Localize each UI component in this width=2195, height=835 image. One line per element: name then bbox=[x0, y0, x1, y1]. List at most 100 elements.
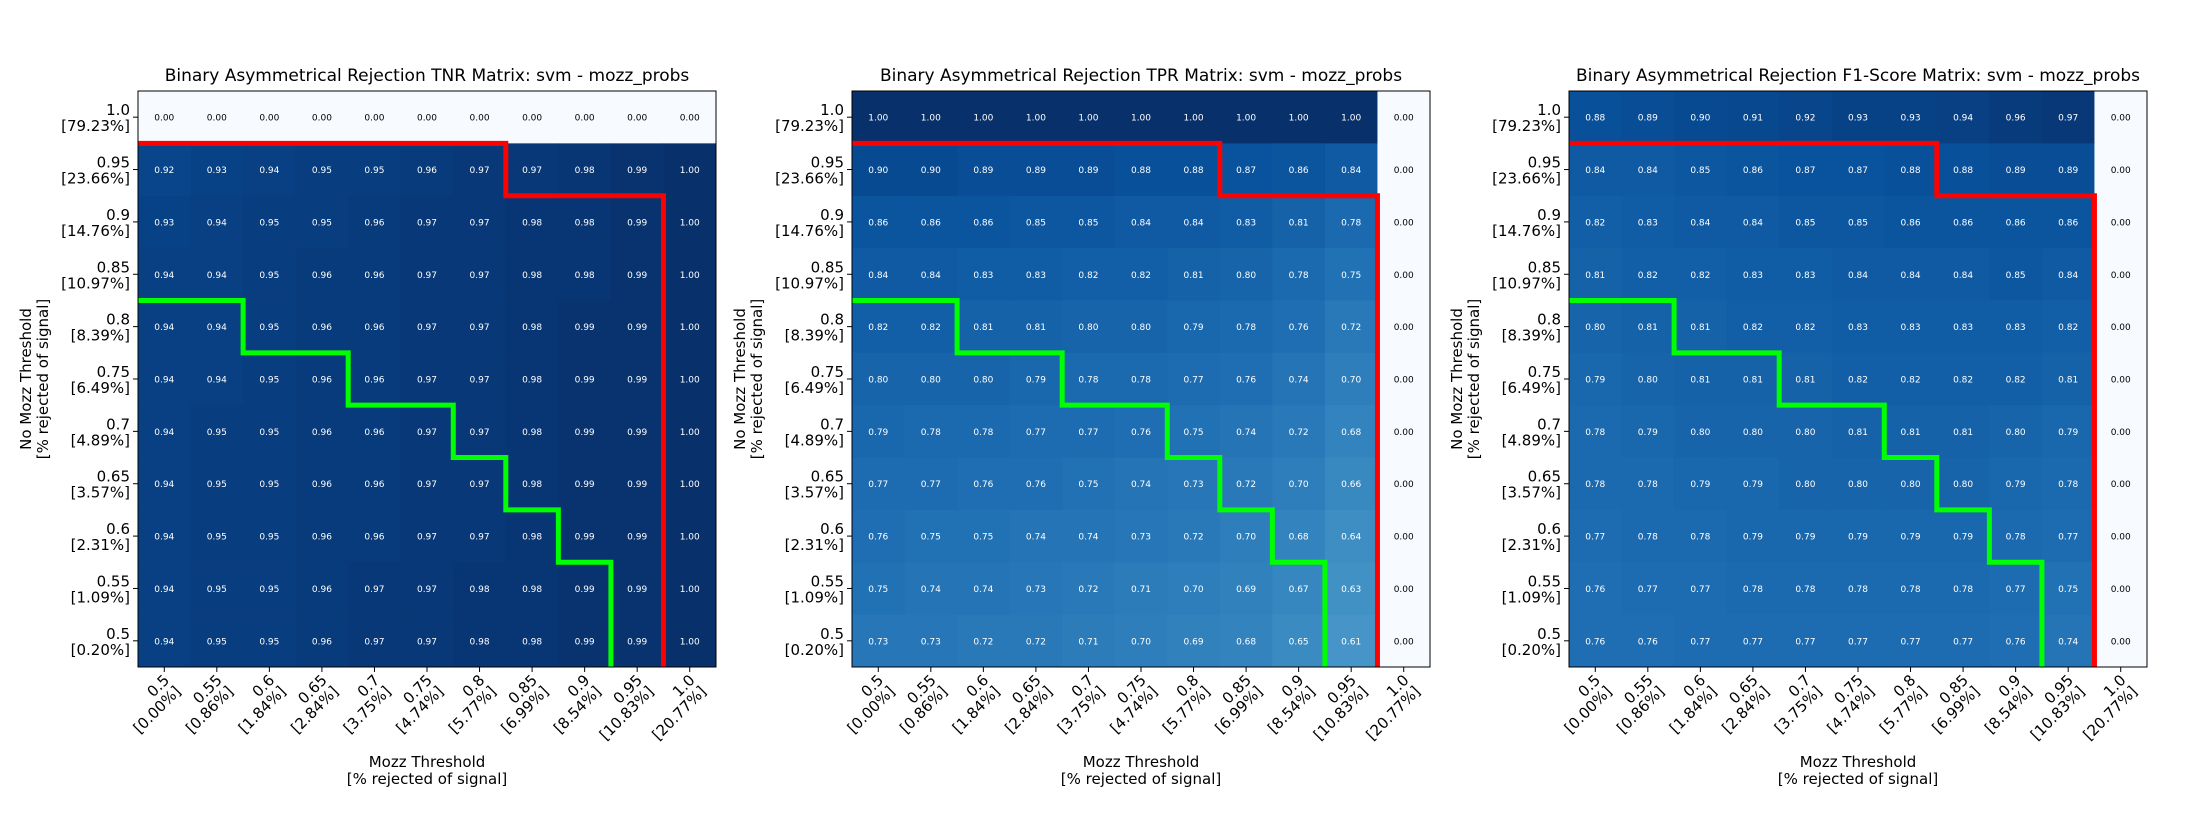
cell-value-label: 1.00 bbox=[680, 585, 700, 595]
y-axis-label: No Mozz Threshold bbox=[17, 308, 35, 450]
cell-value-label: 0.78 bbox=[921, 428, 941, 438]
heatmap-cell bbox=[1219, 405, 1273, 459]
y-tick-label: [3.57%] bbox=[785, 484, 844, 502]
heatmap-cell bbox=[663, 143, 717, 197]
cell-value-label: 0.86 bbox=[1289, 166, 1309, 176]
cell-value-label: 0.96 bbox=[364, 480, 384, 490]
cell-value-label: 0.94 bbox=[207, 323, 227, 333]
cell-value-label: 0.67 bbox=[1289, 585, 1309, 595]
heatmap-cell bbox=[957, 405, 1011, 459]
heatmap-cell bbox=[1674, 248, 1728, 301]
heatmap-cell bbox=[1831, 143, 1885, 197]
cell-value-label: 0.96 bbox=[364, 218, 384, 228]
heatmap-cell bbox=[1989, 614, 2043, 668]
cell-value-label: 0.79 bbox=[1026, 376, 1046, 386]
heatmap-cell bbox=[1726, 352, 1780, 406]
cell-value-label: 0.72 bbox=[1289, 428, 1309, 438]
cell-value-label: 0.97 bbox=[417, 480, 437, 490]
cell-value-label: 0.96 bbox=[312, 480, 332, 490]
cell-value-label: 0.84 bbox=[1690, 218, 1710, 228]
heatmap-cell bbox=[190, 143, 244, 197]
x-tick-label-group: 0.9[8.54%] bbox=[550, 671, 605, 737]
cell-value-label: 0.00 bbox=[1394, 585, 1414, 595]
heatmap-cell bbox=[1831, 562, 1885, 616]
cell-value-label: 0.89 bbox=[973, 166, 993, 176]
heatmap-cell bbox=[1831, 457, 1885, 511]
x-tick-label-group: 0.55[0.86%] bbox=[182, 671, 237, 737]
cell-value-label: 0.96 bbox=[312, 533, 332, 543]
x-tick-label-group: 0.6[1.84%] bbox=[235, 671, 290, 737]
cell-value-label: 0.79 bbox=[1638, 428, 1658, 438]
y-tick-label: 0.75 bbox=[97, 363, 130, 381]
cell-value-label: 0.77 bbox=[1690, 637, 1710, 647]
y-tick-label: 0.75 bbox=[811, 363, 844, 381]
heatmap-cell bbox=[138, 614, 192, 668]
y-tick-label: 0.7 bbox=[1537, 415, 1561, 433]
cell-value-label: 0.68 bbox=[1289, 533, 1309, 543]
cell-value-label: 0.90 bbox=[1690, 114, 1710, 124]
heatmap-cell bbox=[348, 91, 402, 144]
green-threshold-boundary bbox=[138, 297, 614, 667]
cell-value-label: 0.00 bbox=[2111, 637, 2131, 647]
heatmap-cell bbox=[190, 457, 244, 511]
heatmap-cell bbox=[1674, 91, 1728, 144]
cell-value-label: 0.95 bbox=[259, 637, 279, 647]
heatmap-cell bbox=[1167, 143, 1221, 197]
x-tick-label-group: 0.75[4.74%] bbox=[1106, 671, 1161, 737]
heatmap-cell bbox=[1936, 562, 1990, 616]
cell-value-label: 0.94 bbox=[154, 376, 174, 386]
cell-value-label: 0.75 bbox=[2058, 585, 2078, 595]
heatmap-cell bbox=[1674, 352, 1728, 406]
y-tick-label: 0.65 bbox=[1528, 468, 1561, 486]
heatmap-cell bbox=[1884, 248, 1938, 301]
heatmap-cell bbox=[1936, 457, 1990, 511]
cell-value-label: 0.84 bbox=[1184, 218, 1204, 228]
y-tick-label: 0.95 bbox=[97, 154, 130, 172]
heatmap-cell bbox=[295, 457, 349, 511]
heatmap-cell bbox=[505, 352, 559, 406]
heatmap-cell bbox=[348, 352, 402, 406]
heatmap-cell bbox=[1324, 405, 1378, 459]
cell-value-label: 0.79 bbox=[868, 428, 888, 438]
heatmap-cell bbox=[1831, 352, 1885, 406]
cell-value-label: 0.94 bbox=[154, 533, 174, 543]
cell-value-label: 0.00 bbox=[2111, 533, 2131, 543]
x-tick-label-group: 0.6[1.84%] bbox=[1666, 671, 1721, 737]
cell-value-label: 0.88 bbox=[1901, 166, 1921, 176]
x-axis-label: [% rejected of signal] bbox=[1778, 770, 1938, 788]
heatmap-cell bbox=[453, 405, 507, 459]
x-axis-label: Mozz Threshold bbox=[1800, 753, 1917, 771]
heatmap-cell bbox=[453, 457, 507, 511]
cell-value-label: 0.98 bbox=[522, 533, 542, 543]
cell-value-label: 0.82 bbox=[1638, 271, 1658, 281]
cell-value-label: 0.96 bbox=[2006, 114, 2026, 124]
heatmap-cell bbox=[957, 300, 1011, 354]
heatmap-cell bbox=[505, 143, 559, 197]
cell-value-label: 0.99 bbox=[575, 480, 595, 490]
heatmap-cell bbox=[453, 195, 507, 249]
cell-value-label: 0.68 bbox=[1341, 428, 1361, 438]
cell-value-label: 0.00 bbox=[2111, 271, 2131, 281]
x-tick-label-group: 0.85[6.99%] bbox=[1212, 671, 1267, 737]
y-tick-label: [23.66%] bbox=[1492, 170, 1561, 188]
heatmap-cell bbox=[243, 195, 297, 249]
cell-value-label: 0.72 bbox=[1341, 323, 1361, 333]
cell-value-label: 0.70 bbox=[1341, 376, 1361, 386]
cell-value-label: 0.77 bbox=[1953, 637, 1973, 647]
y-tick-label: [1.09%] bbox=[785, 588, 844, 606]
heatmap-cell bbox=[610, 352, 664, 406]
heatmap-cell bbox=[1062, 143, 1116, 197]
cell-value-label: 0.00 bbox=[2111, 428, 2131, 438]
heatmap-cell bbox=[663, 509, 717, 563]
heatmap-cell bbox=[1569, 405, 1623, 459]
y-tick-label: 0.8 bbox=[1537, 311, 1561, 329]
cell-value-label: 0.96 bbox=[312, 637, 332, 647]
y-axis-label: [% rejected of signal] bbox=[1465, 299, 1483, 459]
heatmap-panel-1: Binary Asymmetrical Rejection TNR Matrix… bbox=[17, 66, 717, 788]
cell-value-label: 0.99 bbox=[575, 376, 595, 386]
heatmap-cell bbox=[2041, 614, 2095, 668]
cell-value-label: 0.82 bbox=[2058, 323, 2078, 333]
heatmap-cell bbox=[1272, 352, 1326, 406]
y-tick-label: [8.39%] bbox=[71, 327, 130, 345]
heatmap-cell bbox=[2041, 405, 2095, 459]
